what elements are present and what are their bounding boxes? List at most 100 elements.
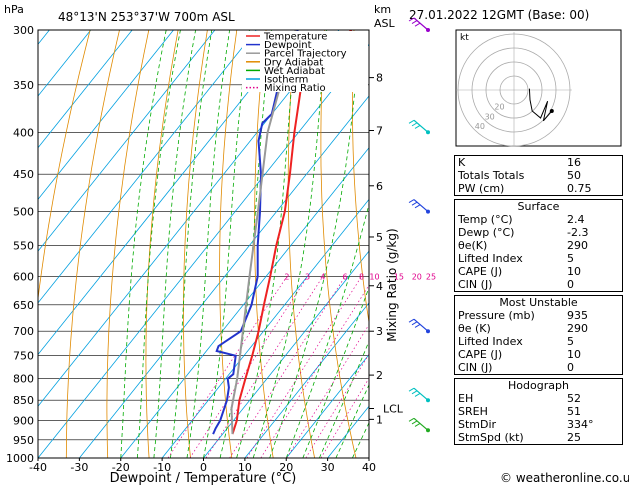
mixing-ratio-line <box>205 276 324 458</box>
wind-barb-staff <box>413 119 429 133</box>
wind-barb-feather <box>408 318 415 323</box>
most-unstable-value: 935 <box>567 309 588 322</box>
mixing-ratio-line <box>246 276 362 458</box>
km-tick-label: 8 <box>376 72 383 85</box>
km-label: km <box>374 3 391 16</box>
hodograph-index-label: EH <box>458 392 474 405</box>
wet-adiabat-line <box>302 286 369 458</box>
index-row: K 16 <box>455 156 622 169</box>
hodograph-indices-title: Hodograph <box>508 379 569 392</box>
dry-adiabat-line <box>183 30 208 458</box>
mixing-ratio-tick-label: 10 <box>369 272 379 281</box>
pressure-tick-label: 550 <box>13 240 34 253</box>
wet-adiabat-line <box>285 202 369 458</box>
isotherm-line <box>38 30 174 201</box>
most-unstable-row: CAPE (J) 10 <box>455 348 622 361</box>
wind-barb-feather <box>411 201 418 206</box>
wind-barb-staff <box>413 387 429 401</box>
wet-adiabat-line <box>120 30 167 458</box>
pressure-tick-label: 400 <box>13 126 34 139</box>
hodograph-index-value: 25 <box>567 431 581 444</box>
surface-label: CIN (J) <box>458 278 493 291</box>
surface-row: Dewp (°C) -2.3 <box>455 226 622 239</box>
surface-value: 5 <box>567 252 574 265</box>
mixing-ratio-tick-label: 8 <box>359 272 364 281</box>
hodograph-index-row: StmSpd (kt) 25 <box>455 431 622 444</box>
most-unstable-row: θe (K) 290 <box>455 322 622 335</box>
hodograph-ring-label: 20 <box>494 103 504 112</box>
hodograph-ring-label: 40 <box>475 122 485 131</box>
index-row: Totals Totals 50 <box>455 169 622 182</box>
km-tick-label: 2 <box>376 369 383 382</box>
x-tick-label: -10 <box>153 461 171 474</box>
surface-label: CAPE (J) <box>458 265 503 278</box>
surface-value: 290 <box>567 239 588 252</box>
wind-barb-dot <box>426 130 430 135</box>
km-tick-label: 3 <box>376 325 383 338</box>
isotherm-line <box>120 147 369 458</box>
wind-barb-feather <box>408 119 415 124</box>
surface-label: θe(K) <box>458 239 488 252</box>
surface-row: Temp (°C) 2.4 <box>455 213 622 226</box>
hodograph-index-row: StmDir 334° <box>455 418 622 431</box>
x-tick-label: 30 <box>321 461 335 474</box>
pressure-tick-label: 650 <box>13 299 34 312</box>
km-tick-label: 1 <box>376 413 383 426</box>
x-tick-label: 0 <box>200 461 207 474</box>
surface-value: 0 <box>567 278 574 291</box>
wind-barb-dot <box>426 329 430 334</box>
pressure-tick-label: 300 <box>13 24 34 37</box>
asl-label: ASL <box>374 17 396 30</box>
hodograph-index-row: SREH 51 <box>455 405 622 418</box>
mixing-ratio-line <box>229 276 346 458</box>
wet-adiabat-line <box>153 30 196 458</box>
isotherm-line <box>38 30 216 252</box>
isotherm-line <box>203 250 369 458</box>
isotherm-line <box>38 43 369 458</box>
indices-panel: K 16 Totals Totals 50 PW (cm) 0.75 Surface Te… <box>454 155 623 448</box>
pressure-tick-label: 800 <box>13 373 34 386</box>
mixing-ratio-tick-label: 15 <box>394 272 404 281</box>
km-tick-label: 6 <box>376 180 383 193</box>
hodograph-index-row: EH 52 <box>455 392 622 405</box>
most-unstable-value: 290 <box>567 322 588 335</box>
isotherm-line <box>38 30 133 149</box>
pressure-tick-label: 900 <box>13 415 34 428</box>
mixing-ratio-tick-label: 3 <box>305 272 310 281</box>
dry-adiabat-line <box>219 30 238 458</box>
wet-adiabat-line <box>186 30 230 458</box>
most-unstable-label: CAPE (J) <box>458 348 503 361</box>
index-value: 16 <box>567 156 581 169</box>
wind-barb-feather <box>408 17 415 22</box>
wind-barb-staff <box>413 199 429 213</box>
wind-barb-feather <box>411 420 418 425</box>
mixing-ratio-tick-label: 25 <box>426 272 436 281</box>
hodograph-index-label: StmSpd (kt) <box>458 431 524 444</box>
surface-value: -2.3 <box>567 226 589 239</box>
hodograph-index-value: 334° <box>567 418 594 431</box>
location-title: 48°13'N 253°37'W 700m ASL <box>58 10 235 24</box>
legend-entry: Dewpoint <box>264 40 312 51</box>
legend-entry: Dry Adiabat <box>264 57 323 68</box>
legend-entry: Temperature <box>263 32 327 43</box>
x-tick-label: -40 <box>29 461 47 474</box>
index-label: Totals Totals <box>458 169 525 182</box>
most-unstable-value: 5 <box>567 335 574 348</box>
hodograph-index-value: 51 <box>567 405 581 418</box>
plot-area <box>38 30 369 458</box>
isotherm-line <box>38 30 257 304</box>
mixing-ratio-tick-label: 2 <box>284 272 289 281</box>
surface-box: Surface Temp (°C) 2.4 Dewp (°C) -2.3 θe(K) 29… <box>454 199 623 292</box>
most-unstable-row: Lifted Index 5 <box>455 335 622 348</box>
wind-barb-feather <box>414 323 421 328</box>
pressure-tick-label: 700 <box>13 325 34 338</box>
dry-adiabat-line <box>145 30 179 458</box>
dry-adiabat-line <box>287 30 315 458</box>
mixing-ratio-tick-label: 4 <box>320 272 325 281</box>
most-unstable-value: 0 <box>567 361 574 374</box>
parcel-trajectory-line <box>230 30 297 435</box>
pressure-tick-label: 850 <box>13 394 34 407</box>
dry-adiabat-line <box>38 30 91 302</box>
wet-adiabat-line <box>203 30 250 458</box>
dry-adiabat-line <box>65 30 120 458</box>
